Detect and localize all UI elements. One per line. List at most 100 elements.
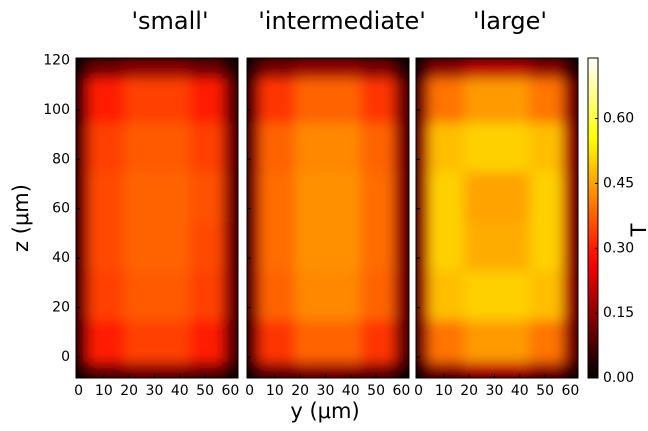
heat-cell bbox=[295, 320, 328, 363]
heat-cell bbox=[157, 78, 190, 123]
colorbar-tick-label: 0.45 bbox=[603, 175, 634, 191]
x-tick-label: 0 bbox=[74, 383, 83, 399]
x-tick-label: 60 bbox=[221, 383, 239, 399]
heat-cell bbox=[394, 221, 410, 271]
heat-cell bbox=[497, 362, 530, 379]
heat-cell bbox=[429, 271, 465, 321]
heat-cell bbox=[76, 122, 89, 172]
heat-cell bbox=[530, 58, 563, 78]
heat-cell bbox=[361, 78, 394, 123]
heat-cell bbox=[497, 221, 530, 271]
heat-cell bbox=[124, 122, 157, 172]
heat-cell bbox=[361, 172, 394, 222]
y-tick-label: 20 bbox=[52, 300, 70, 316]
heat-cell bbox=[76, 362, 89, 379]
heat-cell bbox=[416, 58, 429, 78]
heat-cell bbox=[223, 78, 239, 123]
panel-title: 'intermediate' bbox=[258, 7, 426, 35]
heat-cell bbox=[157, 320, 190, 363]
heat-cell bbox=[394, 271, 410, 321]
heat-cell bbox=[361, 320, 394, 363]
heat-cell bbox=[247, 221, 260, 271]
x-tick-label: 10 bbox=[266, 383, 284, 399]
heat-cell bbox=[464, 78, 497, 123]
x-tick-label: 10 bbox=[435, 383, 453, 399]
heat-cell bbox=[260, 271, 296, 321]
heat bbox=[416, 58, 579, 379]
heat-cell bbox=[247, 172, 260, 222]
heat-cell bbox=[328, 320, 361, 363]
heat-cell bbox=[260, 362, 296, 379]
colorbar-tick-label: 0.15 bbox=[603, 305, 634, 321]
heat-cell bbox=[361, 122, 394, 172]
heat-cell bbox=[124, 320, 157, 363]
heat-cell bbox=[563, 221, 579, 271]
heat-cell bbox=[497, 172, 530, 222]
heat-cell bbox=[124, 58, 157, 78]
heat-cell bbox=[563, 58, 579, 78]
panel-title: 'large' bbox=[473, 7, 547, 35]
heat-cell bbox=[295, 122, 328, 172]
heat-cell bbox=[89, 172, 125, 222]
heat-cell bbox=[464, 172, 497, 222]
y-tick-label: 0 bbox=[61, 349, 70, 365]
heat-cell bbox=[328, 122, 361, 172]
heat-cell bbox=[190, 58, 223, 78]
heat-cell bbox=[464, 58, 497, 78]
heat-cell bbox=[497, 78, 530, 123]
heat-cell bbox=[563, 78, 579, 123]
heat-cell bbox=[124, 271, 157, 321]
heat-cell bbox=[497, 58, 530, 78]
heat-cell bbox=[429, 172, 465, 222]
x-tick-label: 0 bbox=[245, 383, 254, 399]
heat-cell bbox=[124, 221, 157, 271]
heat-cell bbox=[190, 172, 223, 222]
heat-cell bbox=[223, 221, 239, 271]
y-tick-label: 80 bbox=[52, 151, 70, 167]
heat-cell bbox=[190, 221, 223, 271]
heat-cell bbox=[429, 221, 465, 271]
heat-cell bbox=[464, 320, 497, 363]
heat-cell bbox=[563, 122, 579, 172]
heat-cell bbox=[190, 271, 223, 321]
colorbar-tick-label: 0.30 bbox=[603, 240, 634, 256]
heat-cell bbox=[247, 122, 260, 172]
heat-cell bbox=[190, 320, 223, 363]
heat-cell bbox=[295, 221, 328, 271]
heat-cell bbox=[328, 221, 361, 271]
heat-cell bbox=[530, 221, 563, 271]
heat-cell bbox=[157, 122, 190, 172]
panel bbox=[76, 58, 239, 379]
heat-cell bbox=[464, 271, 497, 321]
heat-cell bbox=[157, 362, 190, 379]
x-tick-label: 50 bbox=[196, 383, 214, 399]
heat-cell bbox=[361, 362, 394, 379]
heat-cell bbox=[394, 320, 410, 363]
heat-cell bbox=[416, 362, 429, 379]
x-tick-label: 20 bbox=[291, 383, 309, 399]
heat-cell bbox=[223, 172, 239, 222]
heat-cell bbox=[429, 320, 465, 363]
heat-cell bbox=[157, 172, 190, 222]
colorbar bbox=[588, 58, 598, 378]
x-tick-label: 30 bbox=[317, 383, 335, 399]
heat-cell bbox=[247, 78, 260, 123]
x-tick-label: 50 bbox=[536, 383, 554, 399]
heat-cell bbox=[563, 320, 579, 363]
heat-cell bbox=[247, 362, 260, 379]
heat-cell bbox=[416, 122, 429, 172]
y-tick-label: 120 bbox=[43, 52, 70, 68]
y-axis-label: z (μm) bbox=[9, 184, 33, 252]
heat-cell bbox=[328, 172, 361, 222]
heat-cell bbox=[89, 362, 125, 379]
colorbar-tick-label: 0.60 bbox=[603, 111, 634, 127]
heat-cell bbox=[429, 122, 465, 172]
heat-cell bbox=[530, 122, 563, 172]
chart: y (μm) z (μm) T 'small'01020304050600204… bbox=[0, 0, 648, 431]
heat-cell bbox=[361, 58, 394, 78]
panel bbox=[247, 58, 410, 379]
heat-cell bbox=[328, 58, 361, 78]
heat-cell bbox=[76, 172, 89, 222]
heat-cell bbox=[124, 78, 157, 123]
heat-cell bbox=[247, 58, 260, 78]
